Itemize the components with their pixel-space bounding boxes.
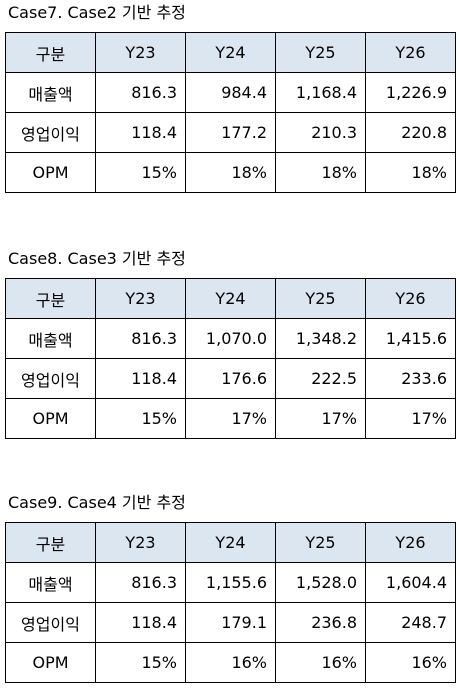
value-cell: 16% (185, 642, 276, 683)
table-row: 매출액 816.3 1,070.0 1,348.2 1,415.6 (5, 318, 456, 359)
value-cell: 18% (185, 152, 276, 193)
row-label: 영업이익 (5, 358, 96, 399)
header-cell: Y23 (95, 522, 186, 563)
value-cell: 1,415.6 (365, 318, 456, 359)
row-label: 매출액 (5, 318, 96, 359)
table-header-row: 구분 Y23 Y24 Y25 Y26 (5, 522, 456, 563)
value-cell: 984.4 (185, 72, 276, 113)
header-cell: 구분 (5, 278, 96, 319)
value-cell: 222.5 (275, 358, 366, 399)
header-cell: Y26 (365, 522, 456, 563)
value-cell: 15% (95, 642, 186, 683)
case8-table: 구분 Y23 Y24 Y25 Y26 매출액 816.3 1,070.0 1,3… (5, 278, 456, 439)
case8-title: Case8. Case3 기반 추정 (8, 249, 186, 268)
value-cell: 118.4 (95, 358, 186, 399)
value-cell: 1,604.4 (365, 562, 456, 603)
value-cell: 17% (365, 398, 456, 439)
row-label: 매출액 (5, 562, 96, 603)
header-cell: Y25 (275, 522, 366, 563)
table-header-row: 구분 Y23 Y24 Y25 Y26 (5, 32, 456, 73)
value-cell: 16% (275, 642, 366, 683)
table-row: 매출액 816.3 1,155.6 1,528.0 1,604.4 (5, 562, 456, 603)
header-cell: Y24 (185, 32, 276, 73)
value-cell: 179.1 (185, 602, 276, 643)
value-cell: 118.4 (95, 602, 186, 643)
value-cell: 1,070.0 (185, 318, 276, 359)
row-label: OPM (5, 642, 96, 683)
value-cell: 15% (95, 152, 186, 193)
value-cell: 16% (365, 642, 456, 683)
row-label: OPM (5, 152, 96, 193)
value-cell: 816.3 (95, 562, 186, 603)
case9-title: Case9. Case4 기반 추정 (8, 493, 186, 512)
header-cell: 구분 (5, 522, 96, 563)
row-label: OPM (5, 398, 96, 439)
value-cell: 18% (365, 152, 456, 193)
header-cell: Y24 (185, 278, 276, 319)
table-row: OPM 15% 18% 18% 18% (5, 152, 456, 193)
value-cell: 248.7 (365, 602, 456, 643)
row-label: 영업이익 (5, 112, 96, 153)
value-cell: 233.6 (365, 358, 456, 399)
table-row: 영업이익 118.4 177.2 210.3 220.8 (5, 112, 456, 153)
value-cell: 220.8 (365, 112, 456, 153)
value-cell: 1,226.9 (365, 72, 456, 113)
value-cell: 176.6 (185, 358, 276, 399)
table-row: OPM 15% 16% 16% 16% (5, 642, 456, 683)
value-cell: 118.4 (95, 112, 186, 153)
table-row: 매출액 816.3 984.4 1,168.4 1,226.9 (5, 72, 456, 113)
value-cell: 1,348.2 (275, 318, 366, 359)
table-row: 영업이익 118.4 176.6 222.5 233.6 (5, 358, 456, 399)
header-cell: Y23 (95, 278, 186, 319)
value-cell: 1,168.4 (275, 72, 366, 113)
header-cell: Y26 (365, 278, 456, 319)
header-cell: Y26 (365, 32, 456, 73)
value-cell: 17% (275, 398, 366, 439)
value-cell: 177.2 (185, 112, 276, 153)
header-cell: Y25 (275, 278, 366, 319)
case9-table: 구분 Y23 Y24 Y25 Y26 매출액 816.3 1,155.6 1,5… (5, 522, 456, 683)
value-cell: 816.3 (95, 72, 186, 113)
table-row: OPM 15% 17% 17% 17% (5, 398, 456, 439)
header-cell: Y25 (275, 32, 366, 73)
value-cell: 15% (95, 398, 186, 439)
case7-title: Case7. Case2 기반 추정 (8, 3, 186, 22)
header-cell: Y24 (185, 522, 276, 563)
row-label: 영업이익 (5, 602, 96, 643)
value-cell: 1,528.0 (275, 562, 366, 603)
header-cell: 구분 (5, 32, 96, 73)
value-cell: 236.8 (275, 602, 366, 643)
value-cell: 210.3 (275, 112, 366, 153)
value-cell: 17% (185, 398, 276, 439)
value-cell: 1,155.6 (185, 562, 276, 603)
header-cell: Y23 (95, 32, 186, 73)
value-cell: 816.3 (95, 318, 186, 359)
row-label: 매출액 (5, 72, 96, 113)
table-row: 영업이익 118.4 179.1 236.8 248.7 (5, 602, 456, 643)
case7-table: 구분 Y23 Y24 Y25 Y26 매출액 816.3 984.4 1,168… (5, 32, 456, 193)
value-cell: 18% (275, 152, 366, 193)
table-header-row: 구분 Y23 Y24 Y25 Y26 (5, 278, 456, 319)
